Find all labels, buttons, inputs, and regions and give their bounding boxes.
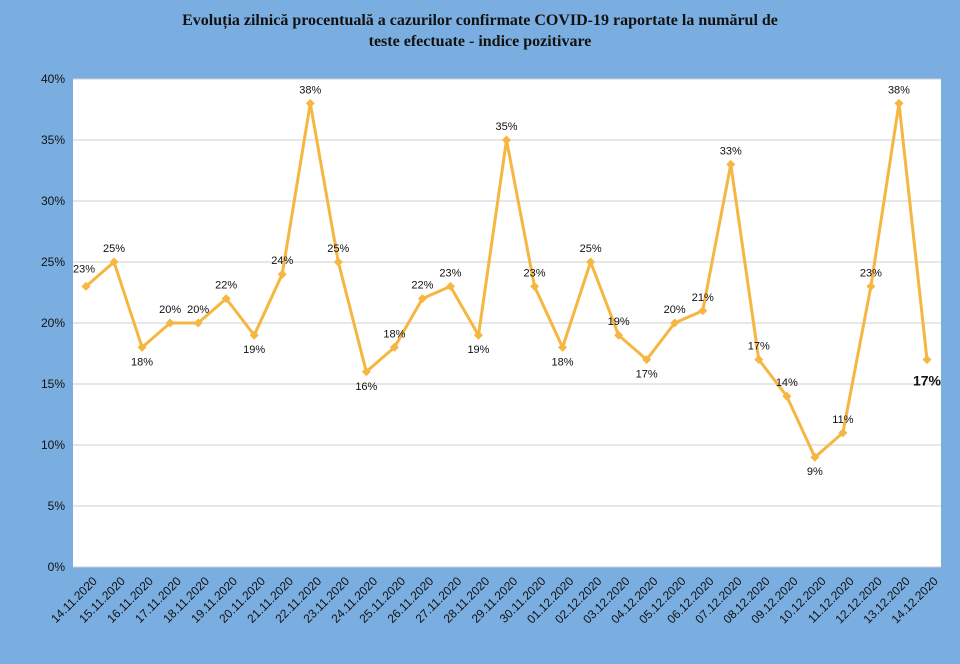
y-tick-label: 10% [41, 438, 65, 452]
data-label: 23% [860, 267, 882, 279]
y-tick-label: 20% [41, 316, 65, 330]
y-tick-label: 15% [41, 377, 65, 391]
data-point [445, 281, 455, 291]
data-point [866, 281, 876, 291]
data-point [165, 318, 175, 328]
data-label: 23% [73, 263, 95, 275]
data-label: 11% [832, 414, 853, 426]
data-point [502, 135, 511, 145]
data-label: 19% [608, 316, 630, 328]
data-label: 33% [720, 145, 742, 157]
data-label: 25% [103, 243, 125, 255]
data-label: 20% [664, 304, 686, 316]
data-point [221, 294, 231, 304]
chart-title-line-2: teste efectuate - indice pozitivare [368, 33, 592, 50]
data-label: 23% [439, 267, 461, 279]
data-label: 38% [888, 84, 910, 96]
data-label: 17% [748, 341, 770, 353]
y-tick-label: 25% [41, 255, 65, 269]
data-point [614, 330, 624, 340]
data-label: 18% [552, 356, 574, 368]
data-label: 22% [215, 280, 237, 292]
y-tick-label: 30% [41, 194, 65, 208]
data-label: 38% [299, 84, 321, 96]
data-label: 23% [524, 267, 546, 279]
data-point [726, 159, 736, 169]
data-point [894, 98, 904, 108]
data-label: 24% [271, 255, 293, 267]
data-label: 18% [383, 328, 405, 340]
data-point [361, 367, 371, 377]
y-tick-label: 5% [48, 499, 66, 513]
y-tick-label: 40% [41, 72, 65, 86]
data-point [782, 391, 792, 401]
chart-title-line-1: Evoluția zilnică procentuală a cazurilor… [182, 12, 778, 29]
data-point [754, 355, 764, 365]
data-label: 21% [692, 292, 714, 304]
data-label: 19% [467, 344, 489, 356]
data-point [81, 281, 91, 291]
data-label: 20% [159, 304, 181, 316]
data-point [417, 294, 427, 304]
chart-title: Evoluția zilnică procentuală a cazurilor… [0, 10, 960, 52]
data-point [838, 428, 848, 438]
y-tick-label: 0% [48, 560, 66, 574]
data-label: 25% [580, 243, 602, 255]
data-point [333, 257, 343, 267]
data-label: 14% [776, 377, 798, 389]
data-label: 19% [243, 344, 265, 356]
data-label: 18% [131, 356, 153, 368]
data-point [670, 318, 680, 328]
data-point [305, 98, 315, 108]
data-point [530, 281, 540, 291]
data-point [698, 306, 708, 316]
data-point [558, 342, 568, 352]
data-label: 35% [495, 121, 517, 133]
data-point [109, 257, 119, 267]
data-point [193, 318, 203, 328]
data-point [922, 355, 932, 365]
data-label: 20% [187, 304, 209, 316]
data-point [137, 342, 147, 352]
data-point [389, 342, 399, 352]
y-tick-label: 35% [41, 133, 65, 147]
data-point [810, 452, 820, 462]
data-point [473, 330, 483, 340]
data-label: 16% [355, 381, 377, 393]
data-label: 17% [636, 369, 658, 381]
data-label: 25% [327, 243, 349, 255]
data-label: 9% [807, 466, 823, 478]
data-label: 22% [411, 280, 433, 292]
data-point [642, 355, 652, 365]
data-label: 17% [913, 373, 942, 389]
data-point [277, 269, 287, 279]
data-point [586, 257, 596, 267]
data-point [249, 330, 259, 340]
